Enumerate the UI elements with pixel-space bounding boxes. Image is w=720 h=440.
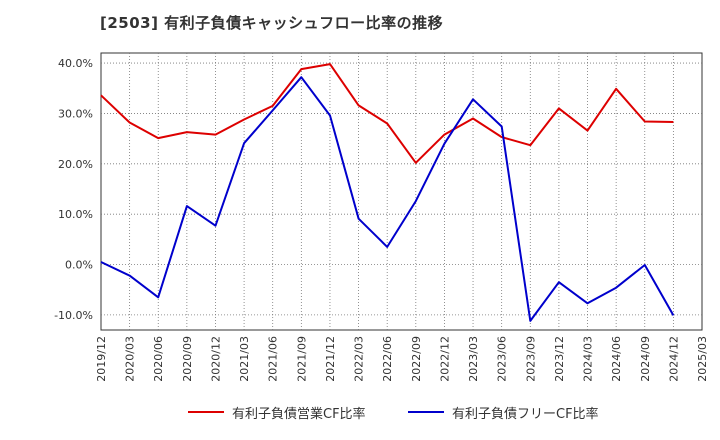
y-tick-label: 0.0% <box>65 259 93 272</box>
y-tick-label: 20.0% <box>58 158 93 171</box>
x-tick-label: 2023/12 <box>553 336 566 382</box>
x-tick-label: 2021/03 <box>238 336 251 382</box>
y-tick-label: 10.0% <box>58 208 93 221</box>
x-tick-label: 2021/06 <box>267 336 280 382</box>
x-tick-label: 2024/09 <box>639 336 652 382</box>
x-tick-label: 2022/06 <box>381 336 394 382</box>
x-tick-label: 2024/12 <box>667 336 680 382</box>
legend-item-operating-cf: 有利子負債営業CF比率 <box>188 400 366 424</box>
axes: 2019/12 2020/03 2020/06 2020/09 2020/12 2021/… <box>54 57 709 382</box>
series-line-0 <box>100 63 674 164</box>
x-tick-label: 2019/12 <box>95 336 108 382</box>
chart-svg: 2019/12 2020/03 2020/06 2020/09 2020/12 2021/… <box>54 52 709 382</box>
series-line-1 <box>100 76 675 322</box>
legend-item-free-cf: 有利子負債フリーCF比率 <box>408 400 599 424</box>
x-tick-label: 2022/09 <box>410 336 423 382</box>
x-tick-label: 2023/09 <box>524 336 537 382</box>
x-tick-label: 2021/12 <box>324 336 337 382</box>
plot-area <box>100 52 703 331</box>
x-tick-label: 2021/09 <box>295 336 308 382</box>
x-tick-label: 2023/06 <box>496 336 509 382</box>
y-tick-label: 40.0% <box>58 57 93 70</box>
legend-label: 有利子負債営業CF比率 <box>232 406 366 422</box>
x-tick-label: 2022/03 <box>353 336 366 382</box>
grid <box>100 52 703 331</box>
legend-swatch-red <box>188 411 224 413</box>
legend-swatch-blue <box>408 411 444 413</box>
x-tick-label: 2025/03 <box>696 336 709 382</box>
x-tick-label: 2020/06 <box>152 336 165 382</box>
x-tick-label: 2024/03 <box>582 336 595 382</box>
x-tick-label: 2020/09 <box>181 336 194 382</box>
x-tick-label: 2020/12 <box>209 336 222 382</box>
legend: 有利子負債営業CF比率 有利子負債フリーCF比率 <box>0 400 720 424</box>
x-tick-label: 2022/12 <box>438 336 451 382</box>
x-tick-label: 2020/03 <box>124 336 137 382</box>
x-tick-label: 2024/06 <box>610 336 623 382</box>
legend-label: 有利子負債フリーCF比率 <box>452 406 599 422</box>
y-tick-label: -10.0% <box>54 309 93 322</box>
series-layer <box>100 63 675 322</box>
x-tick-label: 2023/03 <box>467 336 480 382</box>
y-tick-label: 30.0% <box>58 107 93 120</box>
chart-title: [2503] 有利子負債キャッシュフロー比率の推移 <box>100 14 444 32</box>
